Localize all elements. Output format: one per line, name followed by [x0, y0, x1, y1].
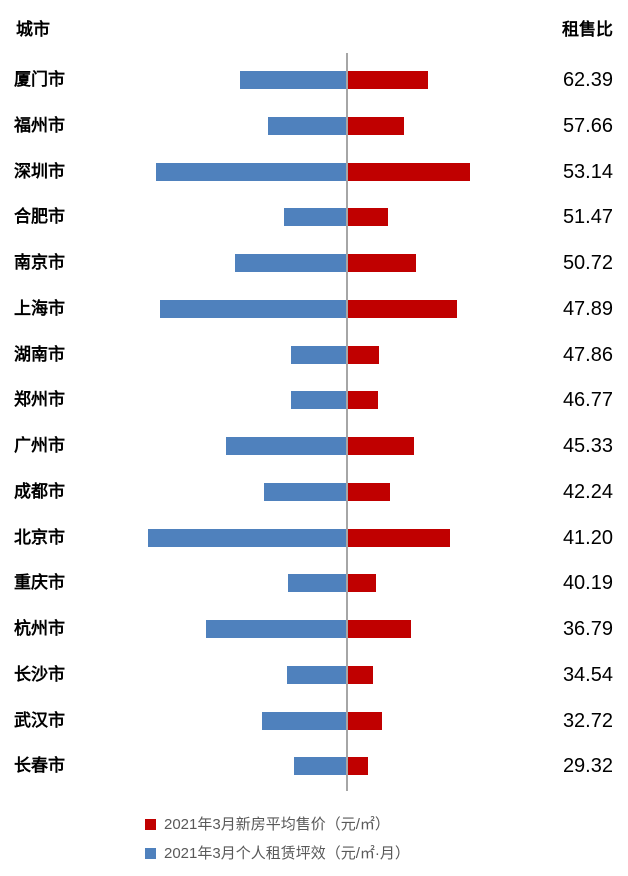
sale-price-bar	[347, 391, 378, 410]
city-label: 成都市	[14, 481, 65, 501]
ratio-value: 50.72	[562, 252, 613, 274]
ratio-value: 42.24	[562, 480, 613, 503]
city-label: 合肥市	[14, 207, 65, 227]
city-label: 杭州市	[14, 619, 65, 638]
city-label: 长沙市	[14, 664, 65, 684]
ratio-value: 40.19	[562, 572, 613, 595]
city-label: 重庆市	[14, 573, 65, 593]
sale-price-bar	[347, 208, 388, 227]
rent-efficiency-bar	[288, 574, 347, 593]
sale-price-bar	[347, 665, 373, 684]
sale-price-bar	[347, 437, 414, 455]
ratio-value: 34.54	[562, 663, 613, 686]
ratio-value: 51.47	[562, 206, 613, 229]
rent-efficiency-bar	[156, 162, 347, 181]
city-label: 深圳市	[14, 161, 65, 181]
rent-efficiency-bar	[264, 482, 347, 501]
rent-efficiency-bar	[206, 620, 347, 638]
column-header-city: 城市	[16, 20, 50, 39]
legend-label: 2021年3月新房平均售价（元/㎡）	[164, 815, 390, 833]
rent-efficiency-bar	[226, 437, 347, 455]
city-label: 武汉市	[14, 710, 65, 730]
ratio-value: 32.72	[562, 709, 613, 732]
column-header-ratio: 租售比	[562, 20, 613, 39]
sale-price-bar	[347, 345, 379, 364]
axis-line	[346, 53, 348, 791]
sale-price-bar	[347, 757, 368, 776]
rent-efficiency-bar	[287, 665, 347, 684]
legend: 2021年3月新房平均售价（元/㎡） 2021年3月个人租赁坪效（元/㎡·月）	[145, 810, 410, 868]
rent-efficiency-bar	[291, 391, 347, 410]
sale-price-bar	[347, 71, 428, 89]
ratio-value: 46.77	[562, 389, 613, 412]
rent-efficiency-bar	[268, 116, 347, 135]
rent-efficiency-bar	[148, 528, 347, 547]
city-label: 上海市	[14, 298, 65, 318]
city-label: 南京市	[14, 253, 65, 272]
sale-price-bar	[347, 162, 470, 181]
city-label: 郑州市	[14, 390, 65, 410]
sale-price-bar	[347, 528, 450, 547]
city-label: 湖南市	[14, 344, 65, 364]
ratio-value: 57.66	[562, 114, 613, 137]
rent-efficiency-bar	[284, 208, 347, 227]
rent-efficiency-bar	[240, 71, 347, 89]
legend-item-rent_efficiency: 2021年3月个人租赁坪效（元/㎡·月）	[145, 839, 410, 868]
ratio-value: 53.14	[562, 160, 613, 183]
legend-label: 2021年3月个人租赁坪效（元/㎡·月）	[164, 844, 410, 862]
ratio-value: 62.39	[562, 69, 613, 91]
ratio-value: 29.32	[562, 755, 613, 778]
rent-efficiency-bar	[235, 254, 347, 272]
city-label: 厦门市	[14, 70, 65, 89]
sale-price-bar	[347, 711, 382, 730]
sale-price-bar	[347, 116, 404, 135]
city-label: 广州市	[14, 436, 65, 455]
rent-efficiency-bar	[160, 299, 347, 318]
ratio-value: 47.89	[562, 297, 613, 320]
legend-item-sale_price: 2021年3月新房平均售价（元/㎡）	[145, 810, 410, 839]
sale-price-bar	[347, 574, 376, 593]
ratio-value: 41.20	[562, 526, 613, 549]
ratio-value: 36.79	[562, 618, 613, 640]
sale-price-bar	[347, 299, 457, 318]
city-label: 福州市	[14, 115, 65, 135]
rent_efficiency-swatch-icon	[145, 848, 156, 859]
city-label: 北京市	[14, 527, 65, 547]
sale-price-bar	[347, 254, 416, 272]
rent-efficiency-bar	[262, 711, 347, 730]
ratio-value: 45.33	[562, 435, 613, 457]
sale_price-swatch-icon	[145, 819, 156, 830]
rent-efficiency-bar	[291, 345, 347, 364]
sale-price-bar	[347, 482, 390, 501]
sale-price-bar	[347, 620, 411, 638]
ratio-value: 47.86	[562, 343, 613, 366]
city-label: 长春市	[14, 756, 65, 776]
rent-efficiency-bar	[294, 757, 347, 776]
